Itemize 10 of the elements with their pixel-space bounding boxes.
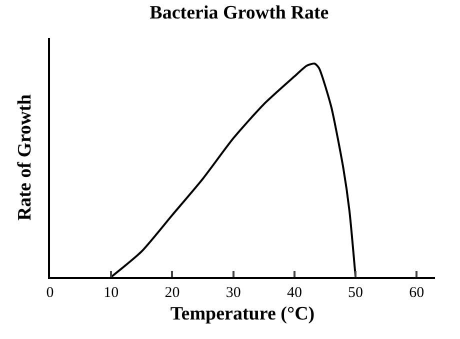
x-tick-label: 40 bbox=[286, 285, 302, 301]
x-tick-label: 0 bbox=[46, 285, 54, 301]
x-axis-title: Temperature (°C) bbox=[170, 303, 315, 324]
x-tick-label: 10 bbox=[104, 285, 119, 301]
x-tick-label: 30 bbox=[226, 285, 241, 301]
x-tick-label: 20 bbox=[164, 285, 180, 301]
x-tick-label: 60 bbox=[409, 285, 424, 301]
chart-title: Bacteria Growth Rate bbox=[150, 2, 329, 24]
y-axis-title: Rate of Growth bbox=[14, 94, 36, 221]
x-tick-label: 50 bbox=[348, 285, 364, 301]
